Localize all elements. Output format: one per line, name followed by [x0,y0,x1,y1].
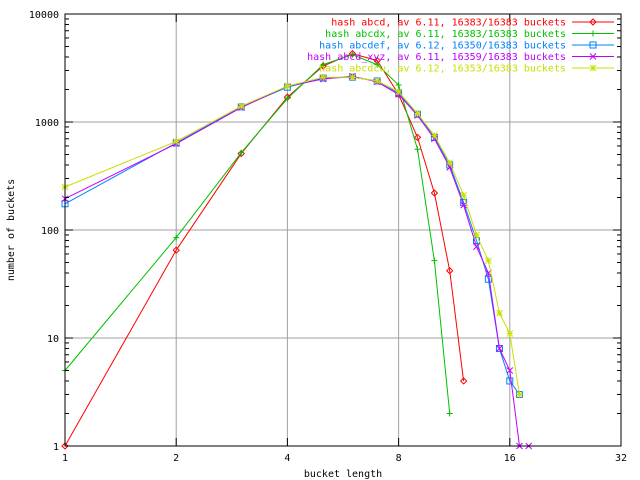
series-line [64,54,451,414]
data-point [172,246,180,254]
x-tick-label: 32 [615,453,627,464]
data-point [395,88,402,96]
series-star [61,73,523,398]
data-point [319,73,327,81]
x-tick-label: 2 [173,453,179,464]
y-tick-label: 10000 [29,10,59,21]
data-point [172,138,180,145]
grid [65,14,621,446]
y-tick-label: 10 [47,334,59,345]
data-point [459,377,468,385]
data-point [373,77,381,85]
series-x [61,72,533,450]
series-plus [62,51,453,417]
data-point [431,135,438,143]
data-point [284,82,291,90]
data-point [284,95,291,102]
data-point [238,149,245,156]
legend-label: hash abcd, av 6.11, 16383/16383 buckets [331,18,566,29]
data-point [349,73,356,81]
series-line [64,76,520,395]
data-point [496,309,503,317]
data-point [485,257,492,265]
x-axis-title: bucket length [304,469,382,480]
data-point [589,18,597,26]
data-point [349,51,356,58]
series-line [64,75,529,447]
y-tick-label: 100 [41,226,59,237]
legend-label: hash abcdef, av 6.12, 16350/16383 bucket… [319,41,566,52]
series-line [64,76,520,395]
data-point [173,234,180,241]
axis-ticks: 1 2 4 8 16 32 1 10 100 1000 10000 [29,10,627,464]
data-point [460,191,468,199]
series-square [61,73,524,398]
x-tick-label: 4 [284,453,290,464]
y-tick-label: 1000 [35,118,59,129]
data-point [414,110,421,117]
data-point [446,159,454,167]
x-tick-label: 8 [396,453,402,464]
legend: hash abcd, av 6.11, 16383/16383 bucketsh… [307,18,614,75]
x-tick-label: 16 [504,453,516,464]
data-point [413,133,422,142]
data-point [237,102,245,110]
x-tick-label: 1 [62,453,68,464]
data-point [446,410,453,417]
data-point [445,266,454,275]
data-point [589,53,597,60]
data-point [506,367,514,374]
data-point [431,132,438,139]
data-point [431,257,438,264]
data-point [590,30,596,37]
y-axis-title: number of buckets [6,179,17,281]
data-point [516,391,523,398]
y-tick-label: 1 [53,442,59,453]
data-point [473,243,480,251]
data-point [506,377,514,385]
series-lines [61,49,533,450]
data-point [395,82,402,89]
data-point [374,61,381,68]
data-point [589,64,597,72]
legend-label: hash abcdcw, av 6.12, 16353/16383 bucket… [319,64,566,75]
data-point [496,345,503,352]
legend-label: hash abcd_xyz, av 6.11, 16359/16383 buck… [307,52,566,63]
series-line [64,53,465,447]
data-point [414,146,421,153]
data-point [473,231,480,239]
data-point [589,41,597,49]
data-point [61,442,69,450]
data-point [506,330,514,337]
data-point [430,189,439,197]
data-point [320,61,327,68]
legend-label: hash abcdx, av 6.11, 16383/16383 buckets [325,29,566,40]
